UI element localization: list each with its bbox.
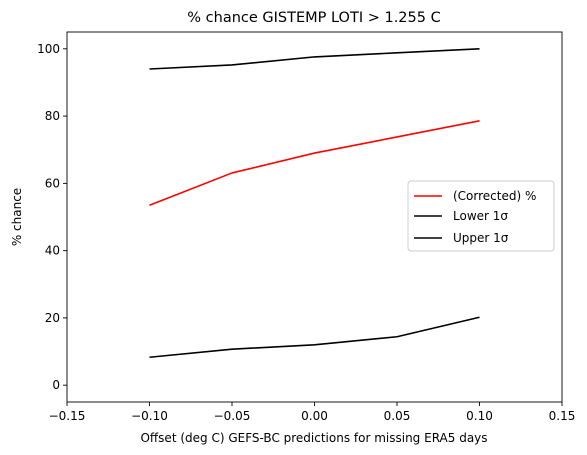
series-layer — [149, 48, 480, 359]
x-tick-label: −0.10 — [131, 409, 168, 423]
x-axis: −0.15 −0.10 −0.05 0.00 0.05 0.10 0.15 — [49, 402, 576, 423]
legend-label-upper: Upper 1σ — [453, 231, 509, 245]
y-tick-label: 40 — [45, 244, 60, 258]
y-tick-label: 80 — [45, 109, 60, 123]
chart-title: % chance GISTEMP LOTI > 1.255 C — [187, 10, 440, 26]
y-axis-title: % chance — [10, 188, 24, 246]
x-tick-label: −0.15 — [49, 409, 86, 423]
legend-label-corrected: (Corrected) % — [453, 189, 536, 203]
y-tick-label: 60 — [45, 176, 60, 190]
legend: (Corrected) % Lower 1σ Upper 1σ — [407, 180, 555, 252]
x-tick-label: −0.05 — [214, 409, 251, 423]
y-tick-label: 20 — [45, 311, 60, 325]
legend-frame — [407, 180, 555, 252]
x-tick-label: 0.10 — [466, 409, 493, 423]
x-tick-label: 0.15 — [549, 409, 576, 423]
x-axis-title: Offset (deg C) GEFS-BC predictions for m… — [140, 431, 487, 445]
legend-label-lower: Lower 1σ — [453, 209, 508, 223]
x-tick-label: 0.05 — [384, 409, 411, 423]
series-line-corrected — [149, 120, 480, 206]
x-tick-label: 0.00 — [301, 409, 328, 423]
series-line-lower — [149, 316, 480, 359]
y-tick-label: 100 — [37, 42, 60, 56]
y-axis: 0 20 40 60 80 100 — [37, 42, 67, 392]
series-line-upper — [149, 48, 480, 70]
y-tick-label: 0 — [52, 378, 60, 392]
